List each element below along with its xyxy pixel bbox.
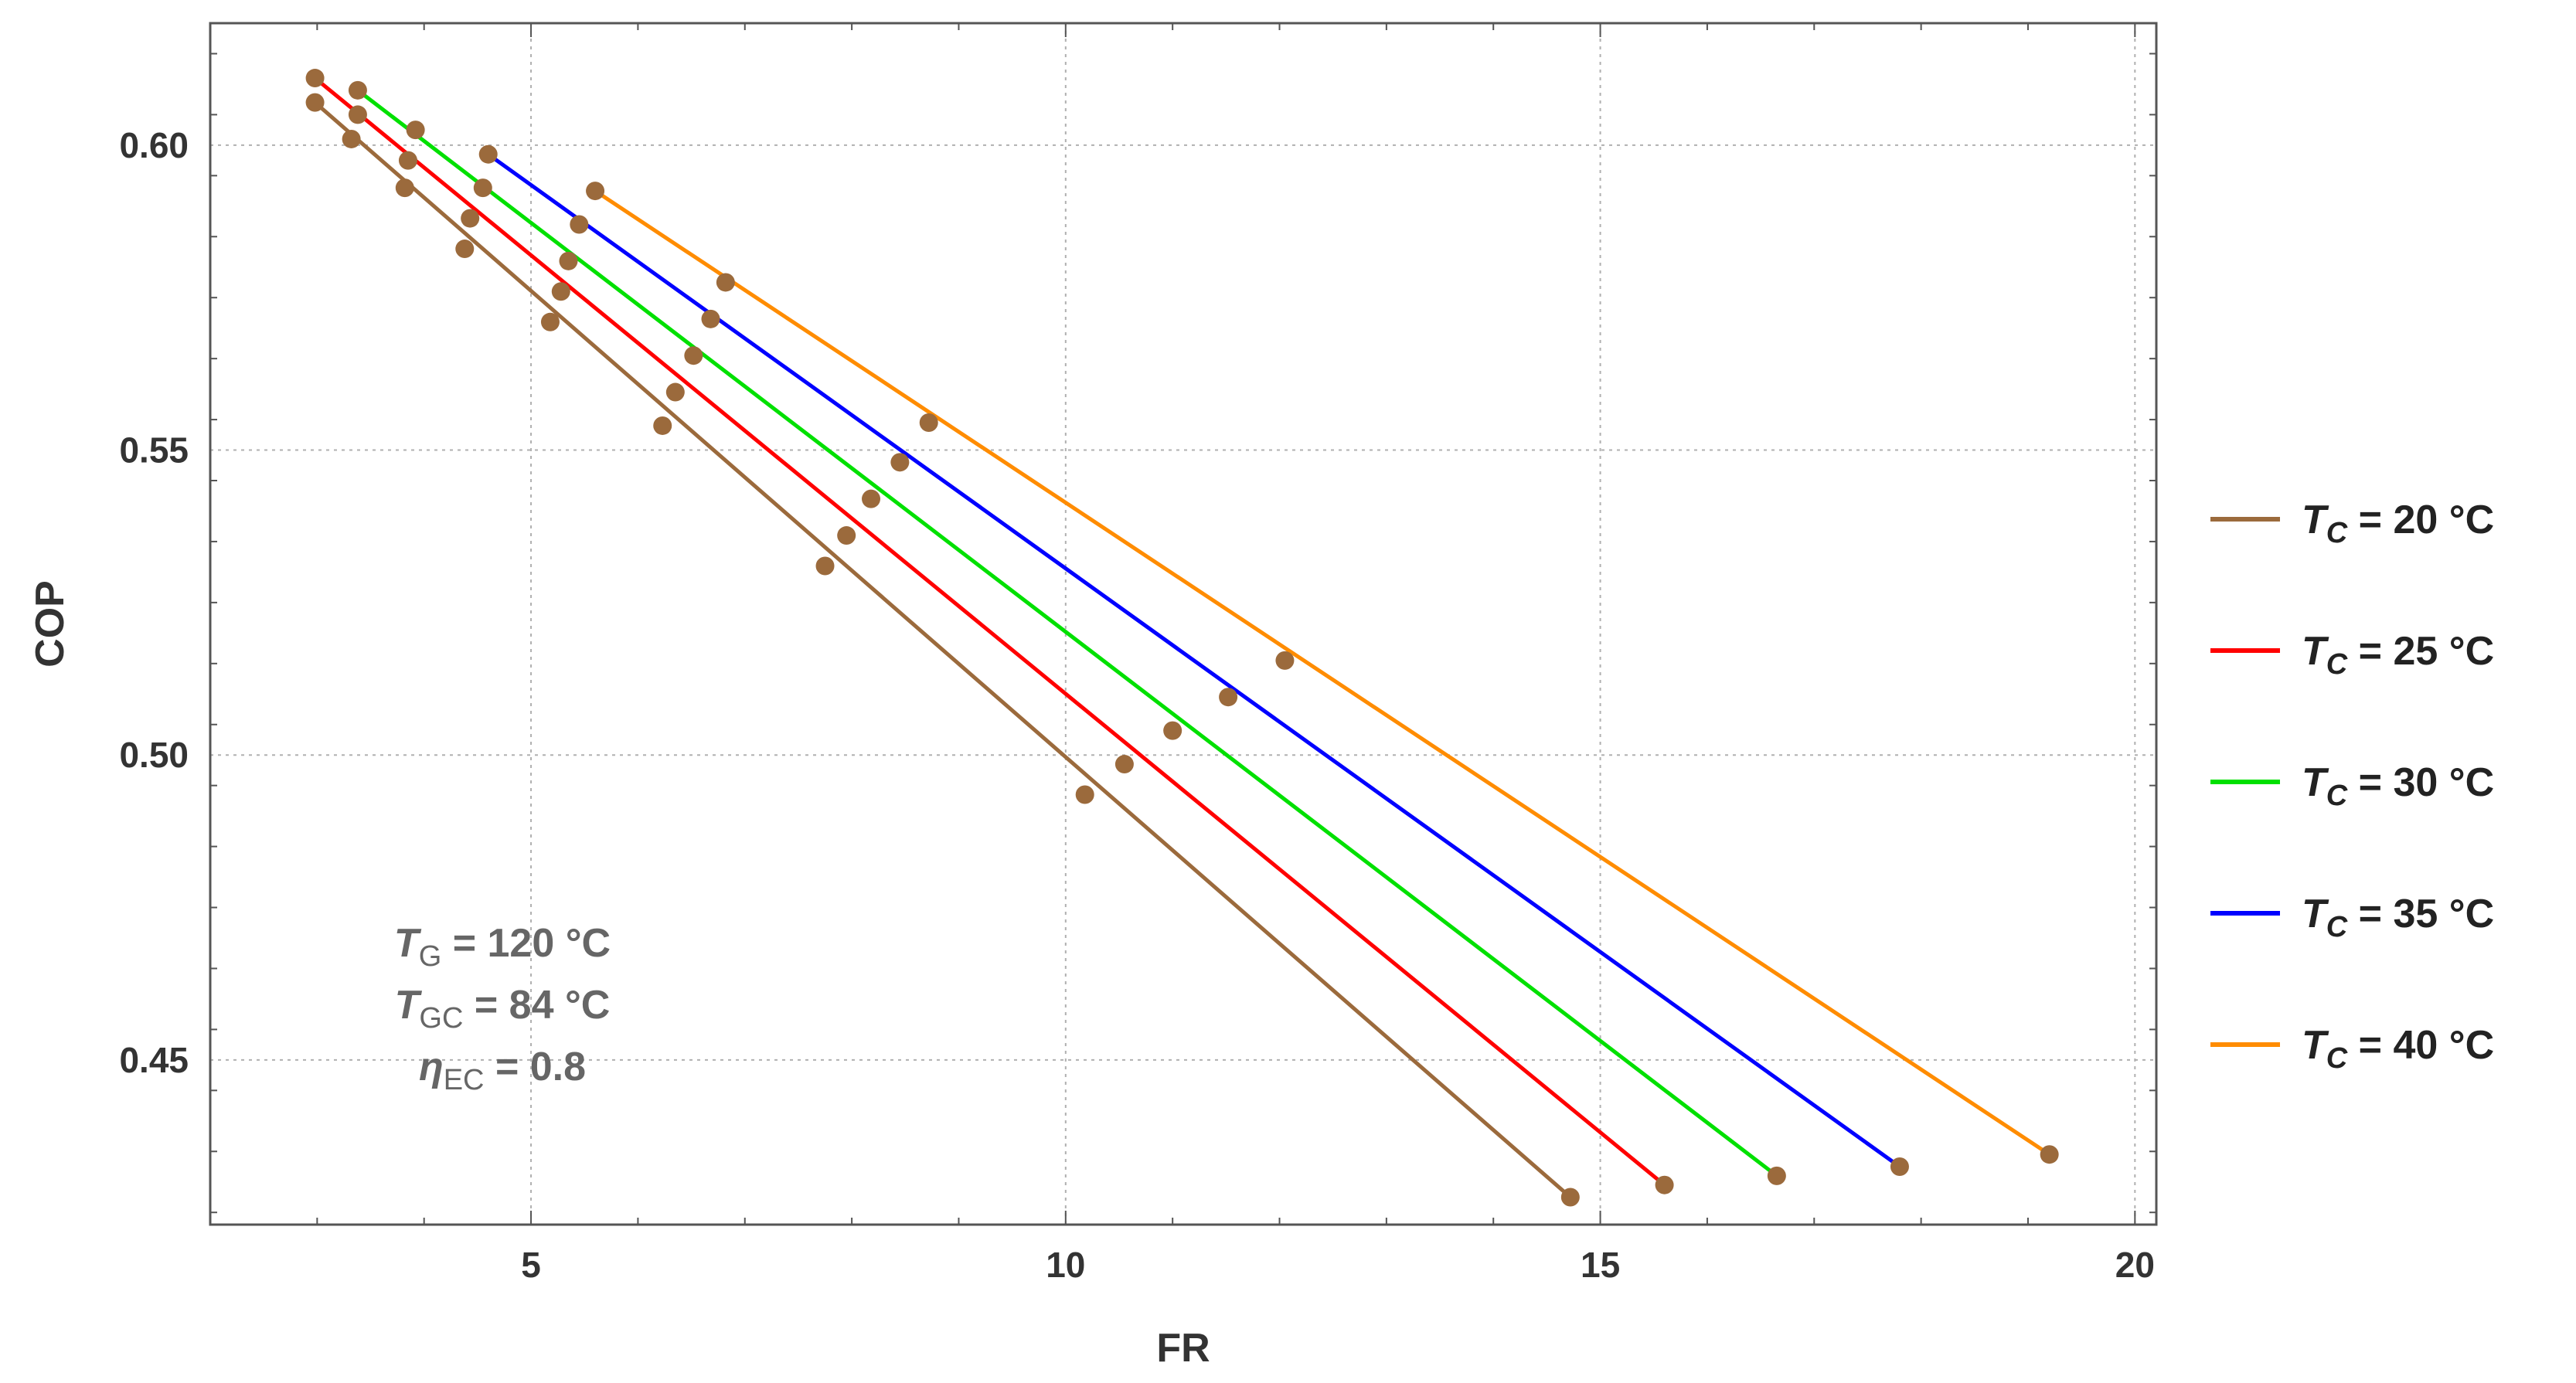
data-point <box>1767 1166 1786 1185</box>
data-point <box>348 105 367 124</box>
series-2 <box>313 76 1666 1187</box>
data-point <box>2040 1145 2059 1164</box>
data-point <box>461 209 480 228</box>
data-point <box>473 178 492 198</box>
legend-item: TC = 20 °C <box>2210 498 2494 549</box>
legend: TC = 20 °C TC = 25 °C TC = 30 °C TC = 35 °C… <box>2210 498 2494 1075</box>
data-point <box>540 312 560 331</box>
data-point <box>586 182 605 201</box>
series-group <box>305 69 2059 1207</box>
data-point <box>1163 721 1183 740</box>
series-line <box>356 88 1778 1177</box>
x-tick-label: 10 <box>1046 1245 1085 1285</box>
legend-item: TC = 25 °C <box>2210 629 2494 681</box>
y-axis-title: COP <box>28 580 73 668</box>
plot-frame <box>209 22 2158 1226</box>
data-point <box>551 282 570 301</box>
data-point <box>684 346 703 365</box>
legend-label: TC = 30 °C <box>2302 760 2494 812</box>
data-point <box>716 273 735 292</box>
legend-item: TC = 40 °C <box>2210 1023 2494 1075</box>
series-3 <box>356 88 1778 1177</box>
data-point <box>1075 785 1094 804</box>
x-tick-label: 15 <box>1581 1245 1620 1285</box>
series-line <box>313 100 1572 1199</box>
data-point <box>570 215 589 234</box>
series-line <box>487 152 1901 1169</box>
y-tick-label: 0.60 <box>119 125 189 165</box>
data-point <box>398 151 417 170</box>
series-1 <box>313 100 1572 1199</box>
data-point <box>455 240 475 259</box>
y-tick-label: 0.45 <box>119 1040 189 1080</box>
series-4-markers <box>478 144 1909 1177</box>
legend-label: TC = 40 °C <box>2302 1023 2494 1075</box>
data-point <box>1275 651 1295 670</box>
series-3-markers <box>348 80 1786 1185</box>
data-point <box>305 93 325 112</box>
annotation-line: TG = 120 °C <box>394 921 611 973</box>
annotation-line: TGC = 84 °C <box>395 983 611 1035</box>
data-point <box>919 413 938 433</box>
legend-item: TC = 35 °C <box>2210 892 2494 943</box>
x-tick-label: 5 <box>521 1245 541 1285</box>
parameter-annotation: TG = 120 °C TGC = 84 °C ηEC = 0.8 <box>394 921 611 1096</box>
annotation-line: ηEC = 0.8 <box>419 1045 586 1096</box>
series-2-markers <box>305 69 1674 1194</box>
data-point <box>395 178 414 198</box>
data-point <box>305 69 325 88</box>
series-5 <box>594 189 2051 1157</box>
data-point <box>1114 755 1134 774</box>
data-point <box>1219 688 1238 707</box>
y-tick-label: 0.50 <box>119 735 189 775</box>
data-point <box>406 121 425 140</box>
data-point <box>665 382 685 402</box>
data-point <box>701 309 720 328</box>
series-line <box>594 189 2051 1157</box>
data-point <box>815 556 835 576</box>
legend-label: TC = 20 °C <box>2302 498 2494 549</box>
data-point <box>1655 1175 1674 1194</box>
data-point <box>478 144 498 164</box>
data-point <box>890 453 910 472</box>
y-tick-label: 0.55 <box>119 430 189 471</box>
legend-label: TC = 25 °C <box>2302 629 2494 681</box>
data-point <box>1890 1157 1909 1177</box>
series-5-markers <box>586 182 2059 1164</box>
series-4 <box>487 152 1901 1169</box>
x-tick-label: 20 <box>2115 1245 2155 1285</box>
x-axis-title: FR <box>1156 1326 1210 1371</box>
data-point <box>862 489 881 508</box>
data-point <box>653 416 672 435</box>
legend-label: TC = 35 °C <box>2302 892 2494 943</box>
axis-ticks: 5 10 15 20 0.45 0.50 0.55 0.60 <box>119 23 2156 1285</box>
data-point <box>837 526 856 545</box>
data-point <box>348 80 367 100</box>
series-1-markers <box>305 93 1580 1207</box>
legend-item: TC = 30 °C <box>2210 760 2494 812</box>
data-point <box>559 251 578 270</box>
series-line <box>313 76 1666 1187</box>
data-point <box>1560 1188 1580 1207</box>
data-point <box>342 129 361 148</box>
